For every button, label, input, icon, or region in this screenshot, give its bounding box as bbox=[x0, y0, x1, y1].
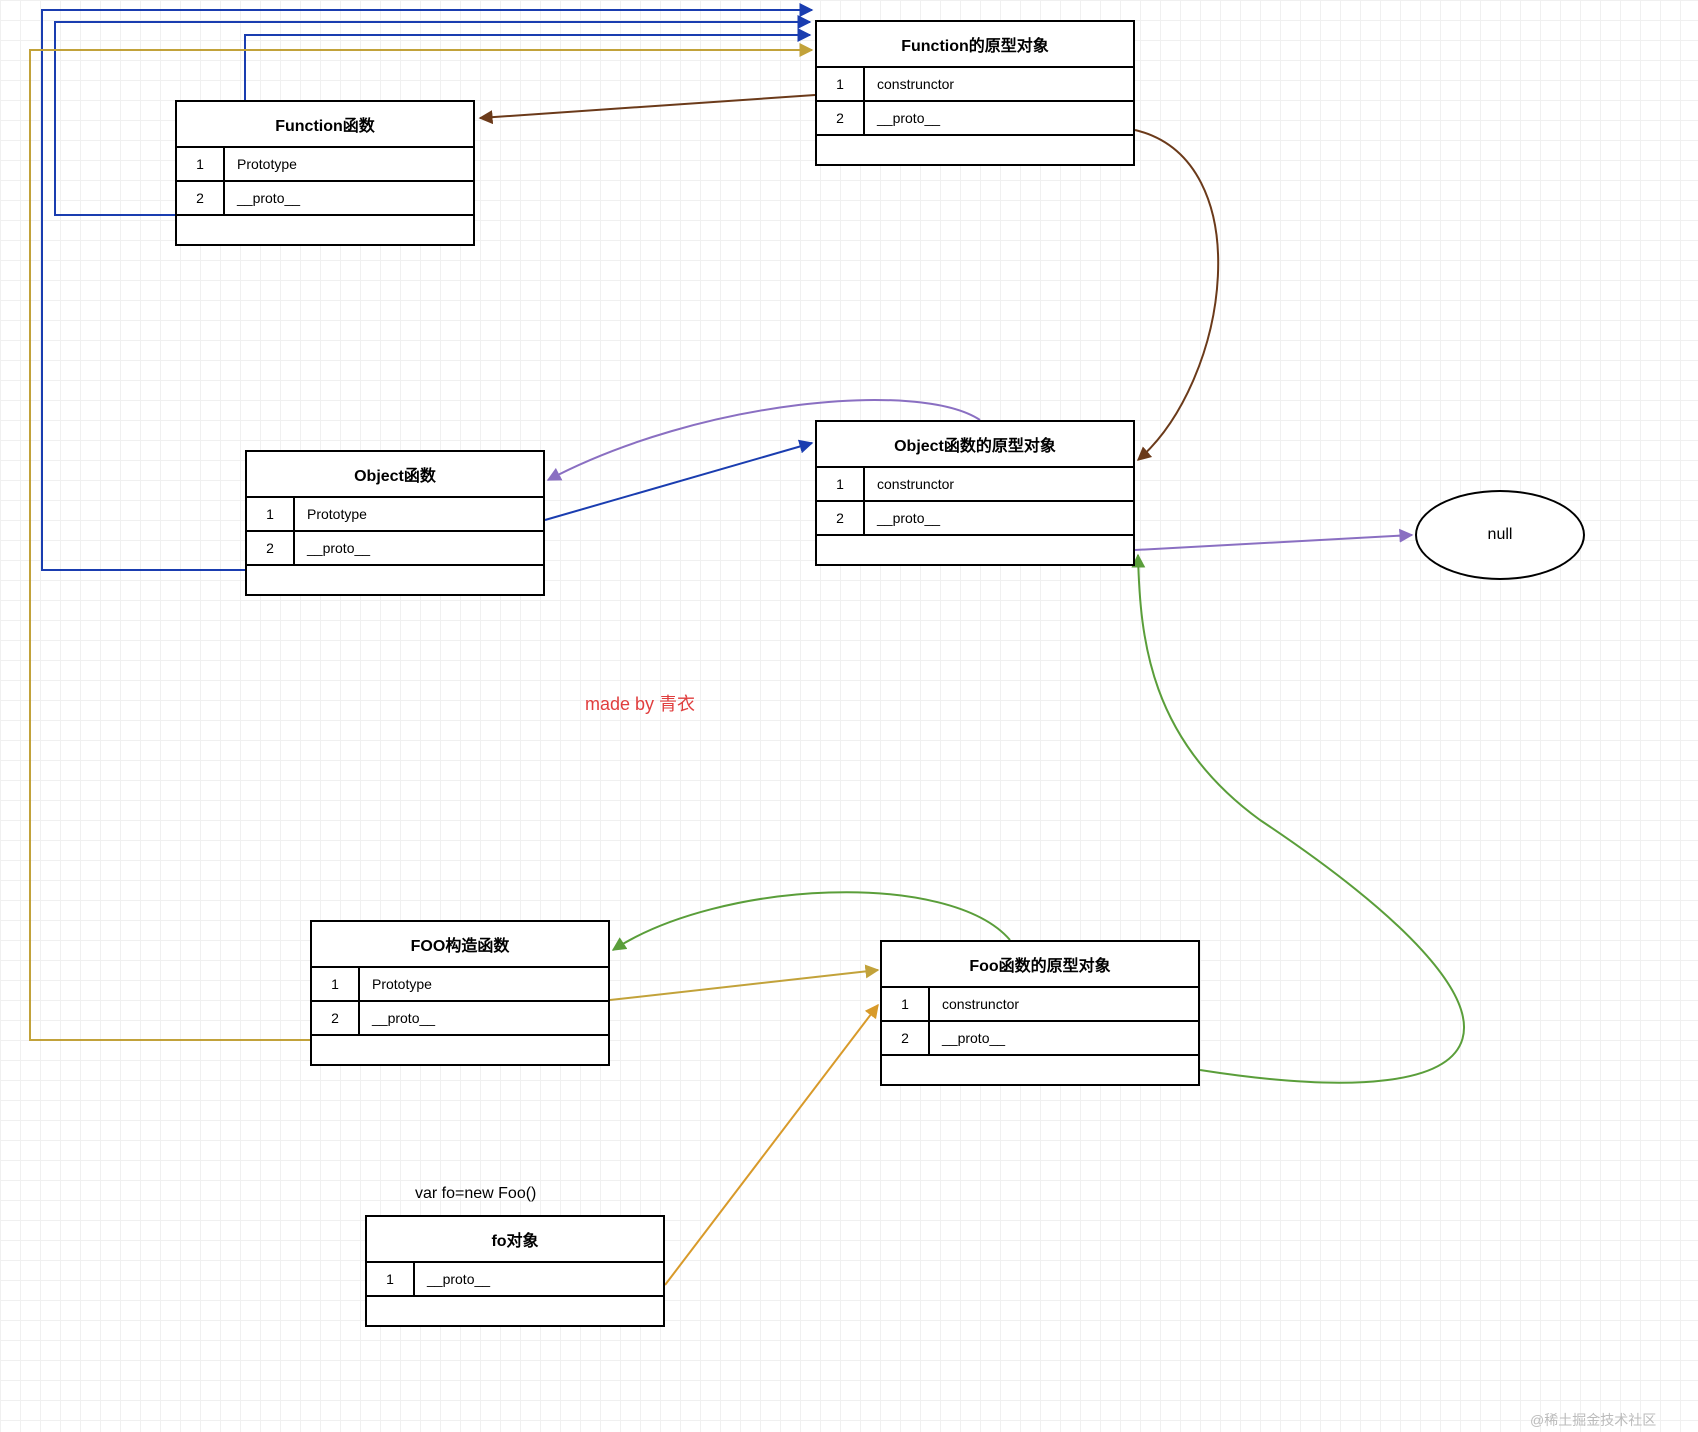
box-title: Function的原型对象 bbox=[817, 22, 1133, 68]
row-num: 1 bbox=[882, 988, 930, 1020]
watermark-label: @稀土掘金技术社区 bbox=[1530, 1410, 1656, 1430]
row-val: Prototype bbox=[295, 498, 543, 530]
table-row: 2 __proto__ bbox=[177, 182, 473, 216]
table-row: 1 Prototype bbox=[177, 148, 473, 182]
row-val: __proto__ bbox=[865, 102, 1133, 134]
row-num: 1 bbox=[247, 498, 295, 530]
table-row: 2 __proto__ bbox=[247, 532, 543, 566]
diagram-canvas: Function函数 1 Prototype 2 __proto__ Funct… bbox=[0, 0, 1698, 1432]
table-row: 2 __proto__ bbox=[312, 1002, 608, 1036]
box-object-fn: Object函数 1 Prototype 2 __proto__ bbox=[245, 450, 545, 596]
box-footer bbox=[817, 536, 1133, 564]
row-val: construnctor bbox=[865, 68, 1133, 100]
table-row: 2 __proto__ bbox=[882, 1022, 1198, 1056]
box-title: Object函数 bbox=[247, 452, 543, 498]
row-num: 1 bbox=[312, 968, 360, 1000]
edge-objproto-proto-to-null bbox=[1135, 535, 1412, 550]
box-function-proto: Function的原型对象 1 construnctor 2 __proto__ bbox=[815, 20, 1135, 166]
box-footer bbox=[177, 216, 473, 244]
row-num: 1 bbox=[367, 1263, 415, 1295]
edge-fo-proto-to-fooproto bbox=[665, 1005, 878, 1285]
row-val: __proto__ bbox=[360, 1002, 608, 1034]
box-title: Function函数 bbox=[177, 102, 473, 148]
madeby-label: made by 青衣 bbox=[585, 690, 695, 716]
box-foo-proto: Foo函数的原型对象 1 construnctor 2 __proto__ bbox=[880, 940, 1200, 1086]
table-row: 2 __proto__ bbox=[817, 502, 1133, 536]
row-num: 2 bbox=[247, 532, 295, 564]
box-title: fo对象 bbox=[367, 1217, 663, 1263]
box-foo-fn: FOO构造函数 1 Prototype 2 __proto__ bbox=[310, 920, 610, 1066]
row-num: 1 bbox=[817, 468, 865, 500]
box-function-fn: Function函数 1 Prototype 2 __proto__ bbox=[175, 100, 475, 246]
box-footer bbox=[312, 1036, 608, 1064]
edge-fnproto-to-fn bbox=[480, 95, 815, 118]
table-row: 1 Prototype bbox=[247, 498, 543, 532]
null-ellipse: null bbox=[1415, 490, 1585, 580]
box-title: FOO构造函数 bbox=[312, 922, 608, 968]
row-num: 2 bbox=[177, 182, 225, 214]
box-title: Foo函数的原型对象 bbox=[882, 942, 1198, 988]
table-row: 1 construnctor bbox=[817, 68, 1133, 102]
row-val: __proto__ bbox=[415, 1263, 663, 1295]
edge-fn-prototype-to-fnproto bbox=[245, 35, 810, 100]
row-val: Prototype bbox=[360, 968, 608, 1000]
row-val: construnctor bbox=[930, 988, 1198, 1020]
edge-foo-prototype-to-fooproto bbox=[610, 970, 878, 1000]
table-row: 1 construnctor bbox=[817, 468, 1133, 502]
row-num: 1 bbox=[177, 148, 225, 180]
row-val: __proto__ bbox=[865, 502, 1133, 534]
row-val: __proto__ bbox=[930, 1022, 1198, 1054]
row-val: construnctor bbox=[865, 468, 1133, 500]
table-row: 1 __proto__ bbox=[367, 1263, 663, 1297]
box-footer bbox=[367, 1297, 663, 1325]
box-footer bbox=[882, 1056, 1198, 1084]
row-num: 2 bbox=[817, 502, 865, 534]
row-num: 2 bbox=[312, 1002, 360, 1034]
var-fo-label: var fo=new Foo() bbox=[415, 1185, 536, 1203]
box-footer bbox=[817, 136, 1133, 164]
edge-fnproto-proto-to-objproto bbox=[1135, 130, 1218, 460]
box-footer bbox=[247, 566, 543, 594]
box-fo-obj: fo对象 1 __proto__ bbox=[365, 1215, 665, 1327]
edge-obj-prototype-to-objproto bbox=[545, 443, 812, 520]
box-title: Object函数的原型对象 bbox=[817, 422, 1133, 468]
table-row: 2 __proto__ bbox=[817, 102, 1133, 136]
table-row: 1 Prototype bbox=[312, 968, 608, 1002]
row-val: __proto__ bbox=[225, 182, 473, 214]
row-val: __proto__ bbox=[295, 532, 543, 564]
row-num: 2 bbox=[817, 102, 865, 134]
box-object-proto: Object函数的原型对象 1 construnctor 2 __proto__ bbox=[815, 420, 1135, 566]
row-num: 2 bbox=[882, 1022, 930, 1054]
table-row: 1 construnctor bbox=[882, 988, 1198, 1022]
null-label: null bbox=[1488, 526, 1513, 544]
row-num: 1 bbox=[817, 68, 865, 100]
row-val: Prototype bbox=[225, 148, 473, 180]
